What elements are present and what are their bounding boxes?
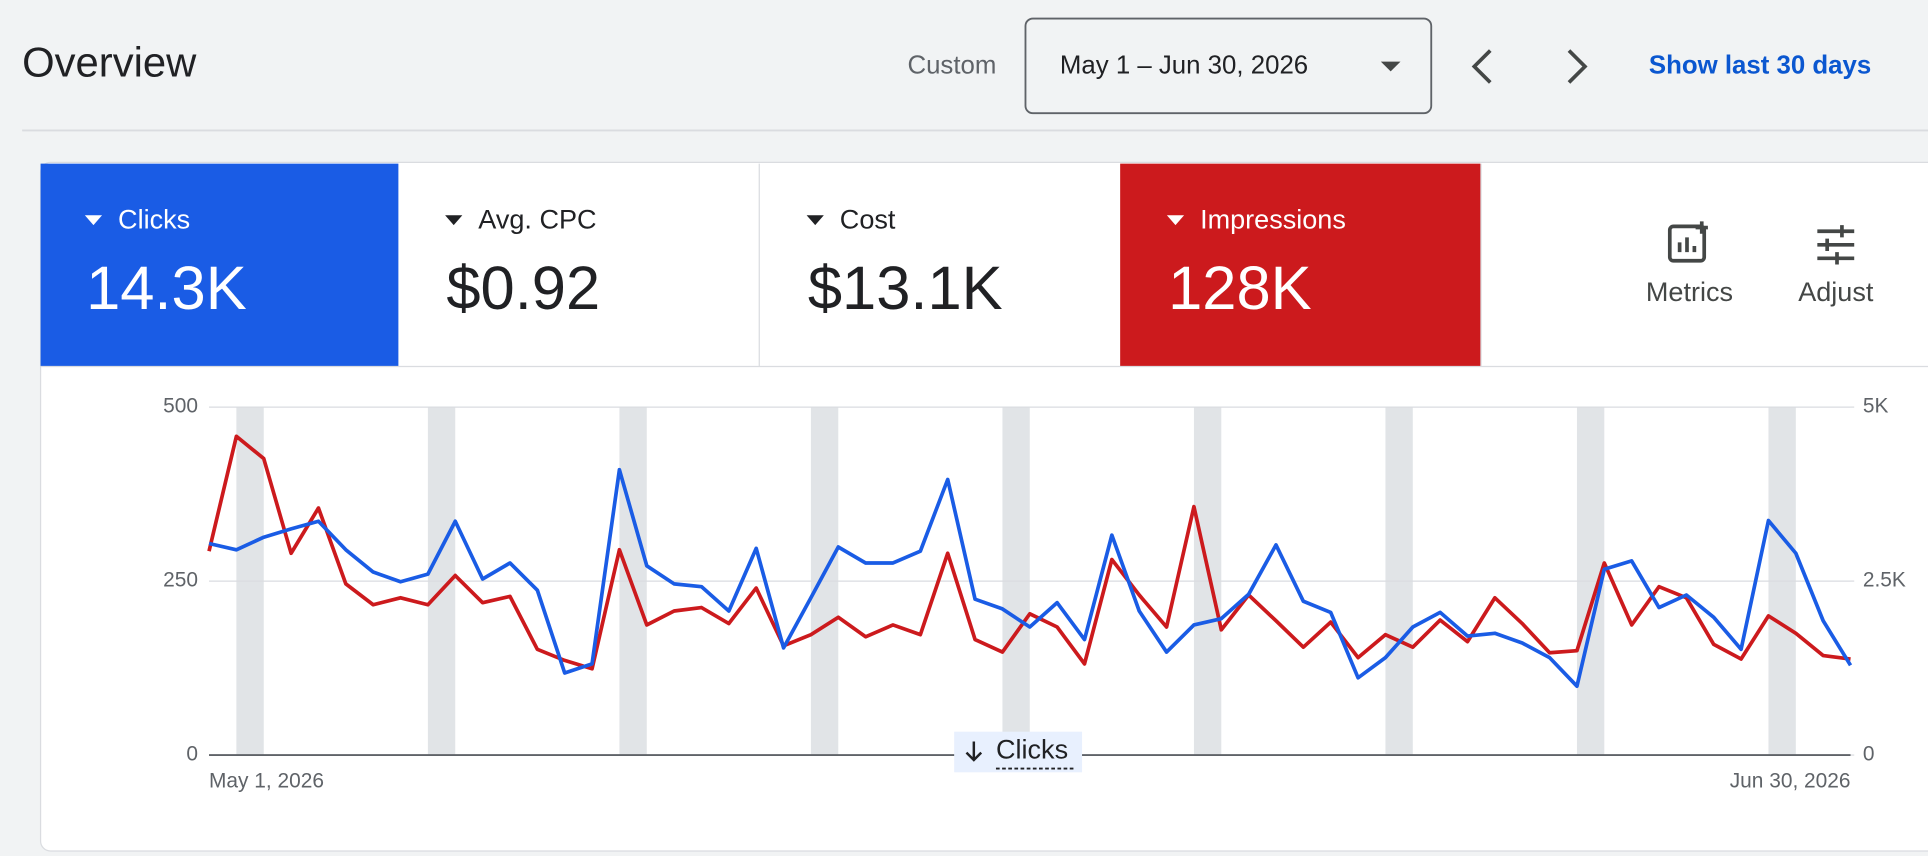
- metric-card[interactable]: [399, 163, 759, 367]
- metric-arrow: [84, 215, 103, 226]
- x-tick-label: Jun 30, 2026: [1730, 770, 1851, 793]
- axis-selector-label: Clicks: [996, 735, 1068, 765]
- metrics-icon[interactable]: [1667, 224, 1707, 263]
- y-tick-label: 0: [186, 743, 198, 766]
- metric-card[interactable]: [40, 163, 399, 367]
- dropdown-arrow[interactable]: [1380, 61, 1401, 72]
- date-picker-box[interactable]: [1024, 17, 1433, 115]
- metric-card[interactable]: [1120, 163, 1481, 367]
- metric-arrow: [1166, 215, 1185, 226]
- next-button[interactable]: [1567, 49, 1588, 84]
- axis-selector-arrow: [965, 741, 983, 762]
- x-tick-label: May 1, 2026: [209, 770, 324, 793]
- y2-tick-label: 5K: [1863, 395, 1889, 418]
- date-range[interactable]: May 1 – Jun 30, 2026: [1060, 51, 1308, 79]
- metric-card[interactable]: [759, 163, 1119, 367]
- metrics-button[interactable]: Metrics: [1646, 221, 1733, 307]
- metric-arrow: [445, 215, 463, 226]
- metric-value: 128K: [1168, 254, 1312, 323]
- chart: 0 250 500 0 2.5K 5K May 1, 2026 Jun 30, 2026 Cli…: [163, 395, 1906, 793]
- metric-label: Impressions: [1200, 205, 1346, 235]
- metric-value: $0.92: [446, 254, 600, 323]
- y-tick-label: 500: [163, 395, 198, 418]
- series-line: [208, 467, 1853, 689]
- series-line: [207, 434, 1851, 671]
- tool-label[interactable]: Metrics: [1646, 277, 1733, 307]
- y2-tick-label: 0: [1863, 743, 1875, 766]
- metric-arrow: [806, 215, 824, 226]
- metric-label: Clicks: [118, 205, 190, 235]
- metrics-icon[interactable]: [1677, 221, 1708, 253]
- adjust-icon[interactable]: [1825, 225, 1844, 265]
- page-title: Overview: [22, 38, 197, 85]
- y-tick-label: 250: [163, 569, 198, 592]
- date-picker[interactable]: May 1 – Jun 30, 2026: [1024, 17, 1433, 115]
- y2-tick-label: 2.5K: [1863, 569, 1906, 592]
- metric-value: $13.1K: [808, 254, 1003, 323]
- metric-label: Avg. CPC: [478, 205, 596, 235]
- range-type: Custom: [907, 51, 996, 79]
- prev-button[interactable]: [1471, 49, 1492, 84]
- metric-value: 14.3K: [86, 254, 247, 323]
- axis-selector[interactable]: Clicks: [954, 731, 1083, 773]
- show-last-link[interactable]: Show last 30 days: [1649, 51, 1871, 79]
- adjust-button[interactable]: Adjust: [1798, 225, 1874, 307]
- tool-label[interactable]: Adjust: [1798, 277, 1874, 307]
- axis-selector-bg: [954, 731, 1083, 773]
- metric-label: Cost: [840, 205, 896, 235]
